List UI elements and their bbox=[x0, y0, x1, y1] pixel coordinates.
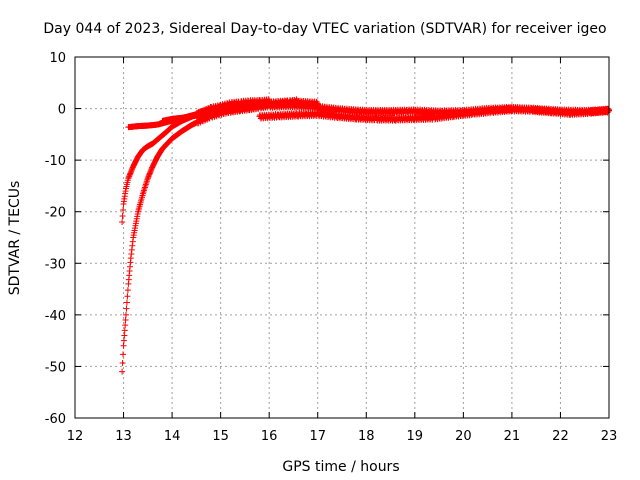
y-tick-label: -20 bbox=[45, 206, 66, 221]
data-point bbox=[123, 299, 130, 306]
data-point bbox=[124, 287, 131, 294]
x-tick-label: 18 bbox=[358, 429, 375, 444]
y-tick-label: -10 bbox=[45, 154, 66, 169]
data-point bbox=[120, 351, 127, 358]
y-tick-label: -50 bbox=[45, 360, 66, 375]
y-tick-label: -60 bbox=[45, 412, 66, 427]
y-tick-label: 0 bbox=[58, 103, 66, 118]
data-point bbox=[122, 311, 129, 318]
data-point bbox=[120, 337, 127, 344]
y-axis-label: SDTVAR / TECUs bbox=[7, 181, 23, 296]
x-tick-label: 15 bbox=[212, 429, 229, 444]
axis-ticks: 12 13 14 15 16 17 18 19 20 21 22 23 10 0 -10 -20 -30 -40 -… bbox=[45, 51, 618, 444]
data-point bbox=[120, 342, 127, 349]
data-point bbox=[121, 327, 128, 334]
x-tick-label: 16 bbox=[261, 429, 278, 444]
data-point bbox=[119, 219, 126, 226]
x-tick-label: 17 bbox=[309, 429, 326, 444]
y-tick-label: 10 bbox=[49, 51, 66, 66]
data-point bbox=[124, 293, 131, 300]
data-point bbox=[119, 213, 126, 220]
x-tick-label: 22 bbox=[552, 429, 569, 444]
x-tick-label: 13 bbox=[115, 429, 132, 444]
data-point bbox=[119, 368, 126, 375]
data-point bbox=[123, 305, 130, 312]
data-point bbox=[120, 206, 127, 213]
data-point bbox=[119, 359, 126, 366]
x-tick-label: 12 bbox=[67, 429, 84, 444]
x-tick-label: 21 bbox=[504, 429, 521, 444]
data-points bbox=[119, 96, 612, 375]
data-point bbox=[122, 317, 129, 324]
x-tick-label: 14 bbox=[164, 429, 181, 444]
x-tick-label: 19 bbox=[407, 429, 424, 444]
x-tick-label: 23 bbox=[601, 429, 618, 444]
x-tick-label: 20 bbox=[455, 429, 472, 444]
plot-border bbox=[74, 56, 610, 419]
y-tick-label: -40 bbox=[45, 309, 66, 324]
chart-title: Day 044 of 2023, Sidereal Day-to-day VTE… bbox=[43, 21, 606, 37]
y-tick-label: -30 bbox=[45, 257, 66, 272]
data-point bbox=[121, 332, 128, 339]
data-point bbox=[122, 322, 129, 329]
x-axis-label: GPS time / hours bbox=[282, 459, 399, 475]
